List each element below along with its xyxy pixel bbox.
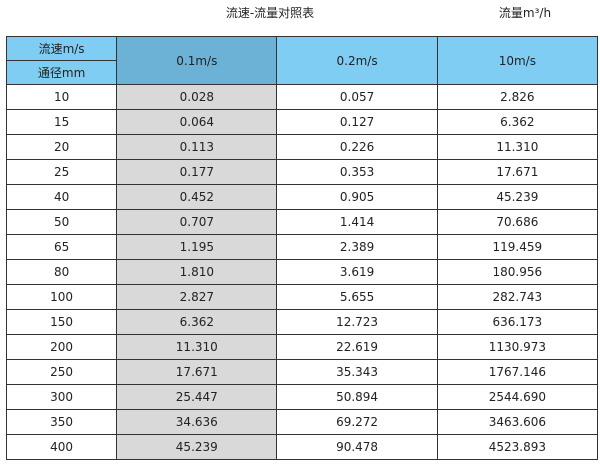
column-header: 10m/s (436, 36, 599, 85)
diameter-cell: 80 (5, 259, 118, 285)
table-row: 400 45.239 90.478 4523.893 (5, 434, 599, 460)
diameter-cell: 300 (5, 384, 118, 410)
flow-cell: 0.353 (276, 159, 438, 185)
flow-cell: 6.362 (436, 109, 599, 135)
table-row: 65 1.195 2.389 119.459 (5, 234, 599, 260)
flow-cell: 45.239 (116, 434, 278, 460)
diameter-cell: 65 (5, 234, 118, 260)
flow-cell: 0.057 (276, 84, 438, 110)
diameter-cell: 400 (5, 434, 118, 460)
diameter-cell: 100 (5, 284, 118, 310)
diameter-cell: 15 (5, 109, 118, 135)
table-row: 250 17.671 35.343 1767.146 (5, 359, 599, 385)
table-body: 10 0.028 0.057 2.826 15 0.064 0.127 6.362 20 0.11… (5, 84, 599, 460)
flow-cell: 1.810 (116, 259, 278, 285)
flow-cell: 1767.146 (436, 359, 599, 385)
flow-cell: 70.686 (436, 209, 599, 235)
column-header: 0.1m/s (116, 36, 278, 85)
diameter-cell: 25 (5, 159, 118, 185)
flow-cell: 25.447 (116, 384, 278, 410)
table-row: 150 6.362 12.723 636.173 (5, 309, 599, 335)
table-row: 80 1.810 3.619 180.956 (5, 259, 599, 285)
diameter-cell: 150 (5, 309, 118, 335)
flow-cell: 1.195 (116, 234, 278, 260)
flow-cell: 282.743 (436, 284, 599, 310)
velocity-header: 流速m/s (5, 36, 118, 61)
table-row: 25 0.177 0.353 17.671 (5, 159, 599, 185)
flow-cell: 4523.893 (436, 434, 599, 460)
diameter-cell: 50 (5, 209, 118, 235)
flow-cell: 69.272 (276, 409, 438, 435)
flow-cell: 11.310 (116, 334, 278, 360)
flow-cell: 45.239 (436, 184, 599, 210)
flow-cell: 119.459 (436, 234, 599, 260)
flow-cell: 50.894 (276, 384, 438, 410)
diameter-cell: 40 (5, 184, 118, 210)
flow-cell: 6.362 (116, 309, 278, 335)
flow-cell: 1130.973 (436, 334, 599, 360)
flow-cell: 1.414 (276, 209, 438, 235)
flow-cell: 180.956 (436, 259, 599, 285)
flow-cell: 17.671 (116, 359, 278, 385)
table-row: 15 0.064 0.127 6.362 (5, 109, 599, 135)
flow-cell: 2.826 (436, 84, 599, 110)
flow-cell: 2.827 (116, 284, 278, 310)
diameter-cell: 20 (5, 134, 118, 160)
table-row: 50 0.707 1.414 70.686 (5, 209, 599, 235)
flow-cell: 0.177 (116, 159, 278, 185)
flow-cell: 636.173 (436, 309, 599, 335)
flow-cell: 12.723 (276, 309, 438, 335)
table-row: 300 25.447 50.894 2544.690 (5, 384, 599, 410)
diameter-cell: 200 (5, 334, 118, 360)
unit-label: 流量m³/h (498, 6, 552, 20)
flow-cell: 5.655 (276, 284, 438, 310)
table-row: 350 34.636 69.272 3463.606 (5, 409, 599, 435)
table-row: 200 11.310 22.619 1130.973 (5, 334, 599, 360)
diameter-cell: 10 (5, 84, 118, 110)
table-row: 40 0.452 0.905 45.239 (5, 184, 599, 210)
velocity-flow-table: 流速m/s 0.1m/s 0.2m/s 10m/s 通径mm 10 0.028 0.… (5, 36, 599, 460)
flow-cell: 3.619 (276, 259, 438, 285)
flow-cell: 0.905 (276, 184, 438, 210)
flow-cell: 0.028 (116, 84, 278, 110)
table-row: 20 0.113 0.226 11.310 (5, 134, 599, 160)
table-row: 100 2.827 5.655 282.743 (5, 284, 599, 310)
flow-cell: 0.113 (116, 134, 278, 160)
flow-cell: 34.636 (116, 409, 278, 435)
table-row: 10 0.028 0.057 2.826 (5, 84, 599, 110)
flow-cell: 2544.690 (436, 384, 599, 410)
flow-cell: 2.389 (276, 234, 438, 260)
diameter-cell: 250 (5, 359, 118, 385)
flow-cell: 11.310 (436, 134, 599, 160)
flow-cell: 35.343 (276, 359, 438, 385)
table-title: 流速-流量对照表 (225, 6, 315, 20)
flow-cell: 22.619 (276, 334, 438, 360)
flow-cell: 0.064 (116, 109, 278, 135)
diameter-header: 通径mm (5, 60, 118, 85)
flow-cell: 90.478 (276, 434, 438, 460)
flow-cell: 0.226 (276, 134, 438, 160)
flow-cell: 0.707 (116, 209, 278, 235)
flow-cell: 0.127 (276, 109, 438, 135)
flow-cell: 0.452 (116, 184, 278, 210)
diameter-cell: 350 (5, 409, 118, 435)
flow-cell: 17.671 (436, 159, 599, 185)
column-header: 0.2m/s (276, 36, 438, 85)
flow-cell: 3463.606 (436, 409, 599, 435)
